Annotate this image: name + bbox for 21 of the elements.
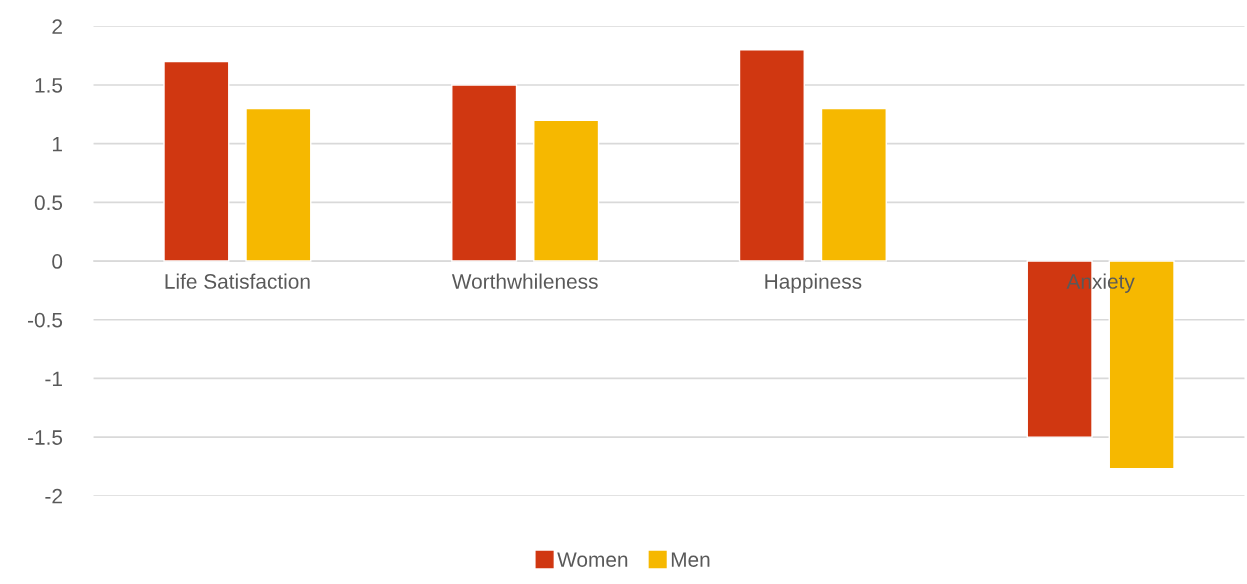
y-tick-label: -1 bbox=[45, 371, 62, 386]
y-tick-label: 2 bbox=[52, 19, 62, 34]
x-tick-label: Happiness bbox=[765, 273, 862, 293]
bar bbox=[245, 107, 312, 262]
y-tick-label: -0.5 bbox=[28, 312, 63, 328]
legend-label: Women bbox=[557, 552, 628, 567]
y-tick-label: -2 bbox=[45, 488, 62, 504]
y-tick-label: 1.5 bbox=[35, 78, 63, 93]
bar bbox=[533, 119, 600, 262]
x-tick-label: Anxiety bbox=[1066, 273, 1135, 293]
y-tick-label: 0 bbox=[52, 254, 63, 269]
bar bbox=[738, 49, 805, 262]
y-tick-label: 1 bbox=[52, 136, 62, 152]
y-tick-label: -1.5 bbox=[28, 430, 63, 445]
x-tick-label: Worthwhileness bbox=[451, 273, 598, 289]
bar bbox=[820, 107, 887, 262]
legend-label: Men bbox=[671, 552, 710, 567]
bar bbox=[163, 60, 230, 262]
bar bbox=[451, 84, 518, 262]
y-tick-label: 0.5 bbox=[34, 195, 63, 211]
x-tick-label: Life Satisfaction bbox=[165, 273, 310, 289]
